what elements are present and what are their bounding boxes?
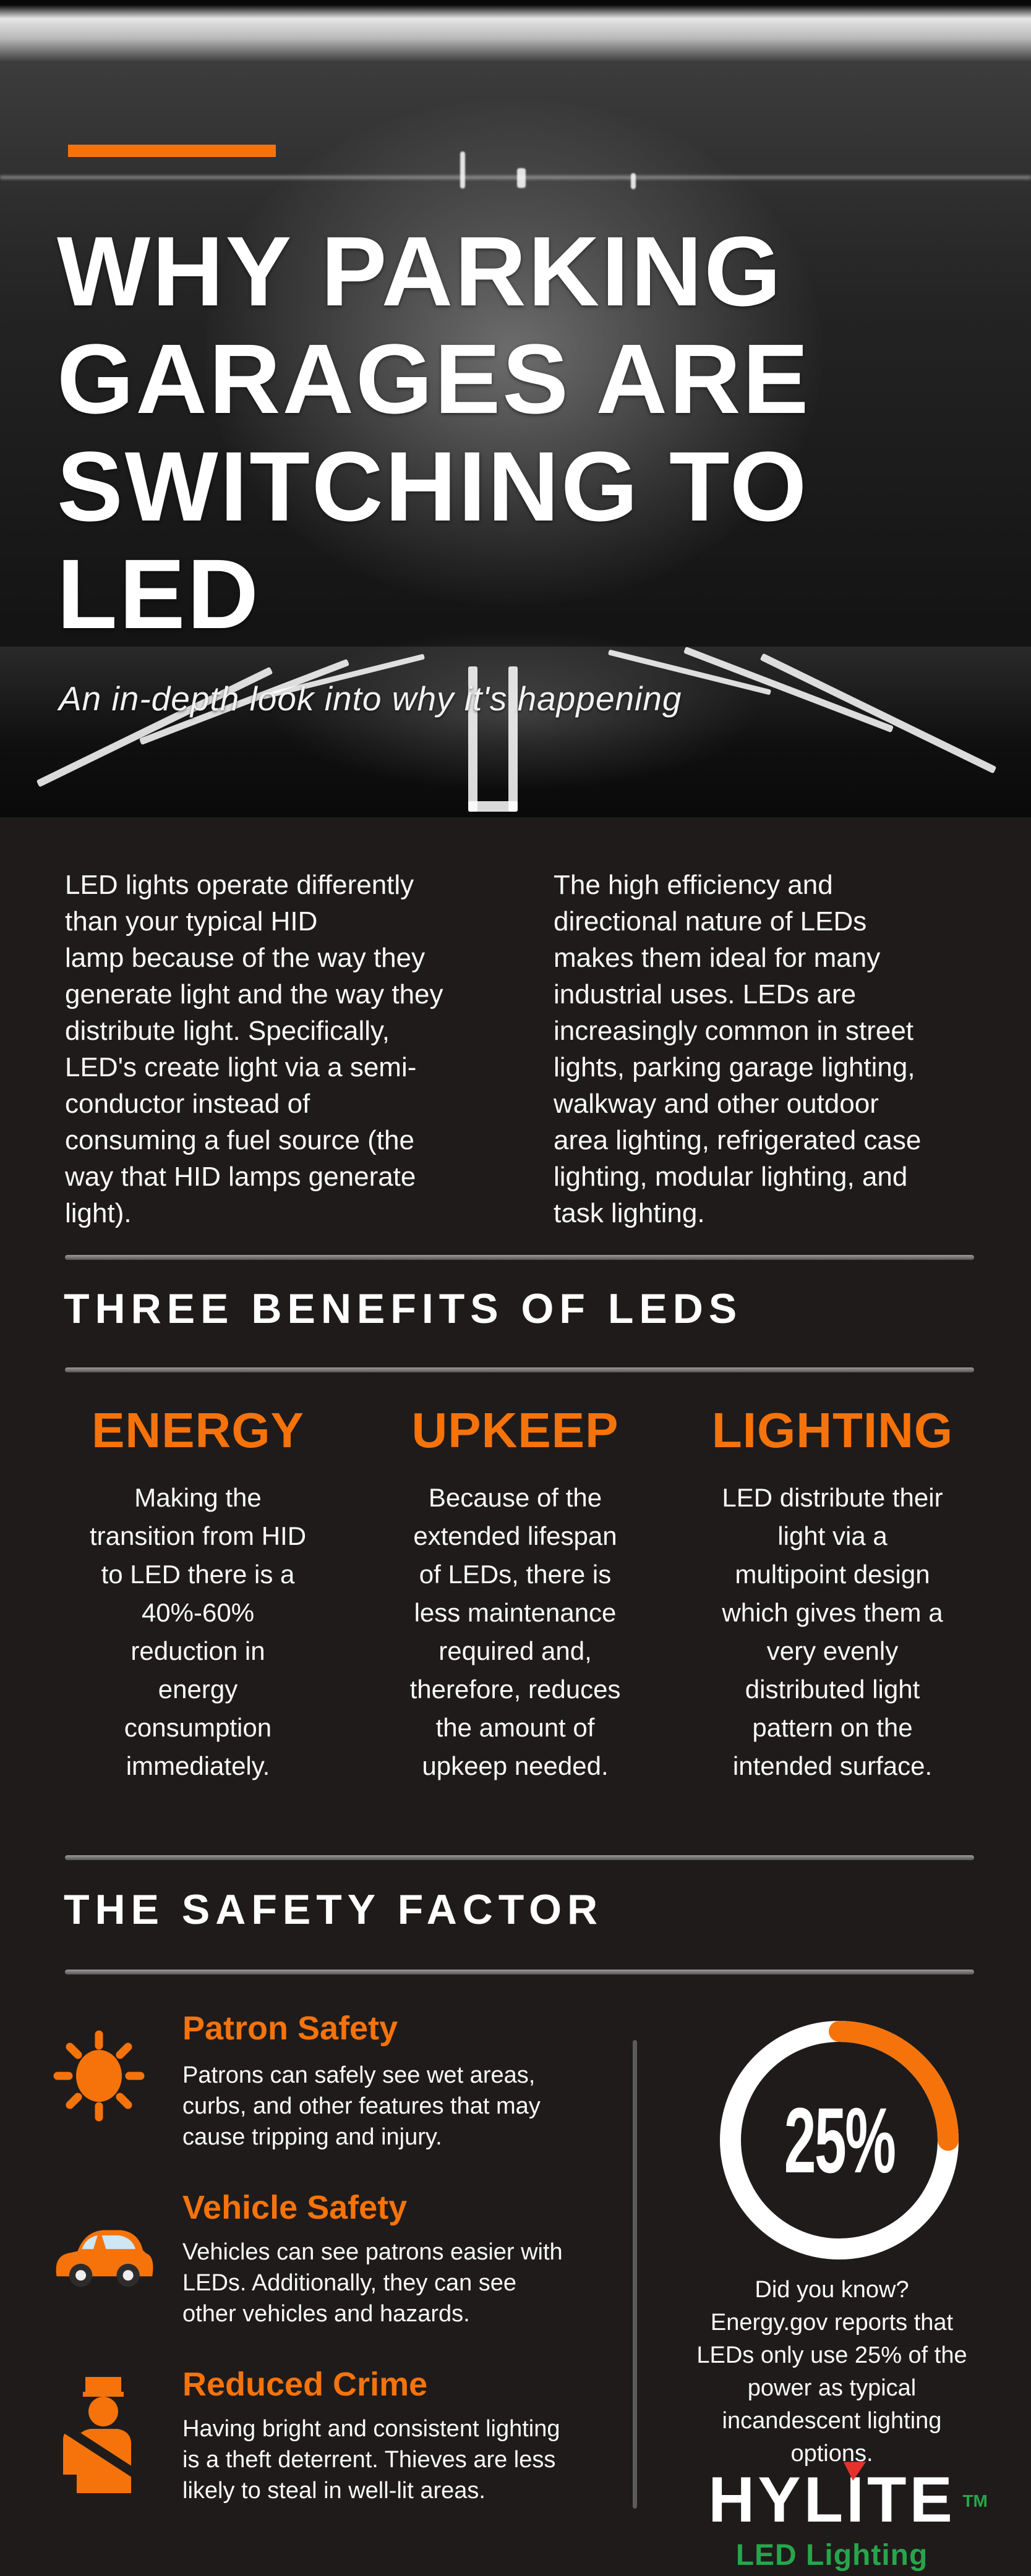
hero-photo: WHY PARKING GARAGES ARE SWITCHING TO LED… (0, 0, 1031, 817)
sun-icon (53, 2030, 145, 2125)
lane-marking (508, 666, 518, 812)
fact-text: Did you know? Energy.gov reports that LE… (696, 2277, 967, 2467)
divider (65, 1255, 974, 1260)
orange-accent-bar (68, 145, 276, 157)
benefit-column-energy: ENERGY Making the transition from HID to… (49, 1405, 346, 1785)
safety-item-text: Having bright and consistent lighting is… (182, 2416, 560, 2504)
benefit-column-lighting: LIGHTING LED distribute their light via … (684, 1405, 981, 1785)
photo-center-glow (204, 99, 823, 606)
donut-arc (720, 2021, 959, 2259)
benefits-section-heading: THREE BENEFITS OF LEDS (64, 1285, 743, 1332)
lane-marking (468, 666, 477, 812)
safety-item-title: Reduced Crime (182, 2366, 428, 2403)
benefit-text: Because of the extended lifespan of LEDs… (409, 1483, 621, 1780)
ceiling-lamp (460, 151, 465, 189)
donut-percent-label: 25% (784, 2088, 896, 2192)
benefit-column-upkeep: UPKEEP Because of the extended lifespan … (367, 1405, 664, 1785)
intro-left-paragraph: LED lights operate differently than your… (65, 870, 443, 1228)
page-subtitle: An in-depth look into why it's happening (59, 679, 682, 718)
divider (65, 1855, 974, 1860)
safety-item-title: Patron Safety (182, 2010, 398, 2047)
ceiling-lamp (517, 168, 526, 188)
photo-wall-light-line (0, 176, 1031, 179)
photo-ceiling-light (0, 0, 1031, 68)
page-title: WHY PARKING GARAGES ARE SWITCHING TO LED (57, 216, 811, 649)
logo-wordmark: HYLITE TM (708, 2468, 988, 2532)
safety-item-text: Vehicles can see patrons easier with LED… (182, 2239, 563, 2327)
benefit-text: Making the transition from HID to LED th… (89, 1483, 307, 1780)
donut-chart: 25% (719, 2020, 960, 2261)
benefit-title: LIGHTING (711, 1403, 954, 1458)
safety-item-title: Vehicle Safety (182, 2189, 408, 2226)
security-guard-icon (53, 2376, 156, 2496)
divider (65, 1367, 974, 1372)
safety-item-text: Patrons can safely see wet areas, curbs,… (182, 2062, 541, 2150)
benefit-title: ENERGY (92, 1403, 304, 1458)
divider (65, 1970, 974, 1975)
logo-text: HYLITE (708, 2464, 956, 2536)
intro-right-paragraph: The high efficiency and directional natu… (554, 870, 922, 1228)
lane-marking (468, 801, 518, 812)
benefit-title: UPKEEP (411, 1403, 619, 1458)
safety-section-heading: THE SAFETY FACTOR (64, 1886, 604, 1933)
logo-tagline: LED Lighting (735, 2539, 928, 2572)
car-icon (51, 2210, 156, 2306)
ceiling-lamp (631, 173, 636, 189)
photo-wall (0, 62, 1031, 655)
vertical-divider (633, 2040, 637, 2509)
trademark-symbol: TM (962, 2491, 988, 2510)
benefit-text: LED distribute their light via a multipo… (722, 1483, 943, 1780)
hylite-logo: HYLITE TM LED Lighting (643, 2468, 1020, 2572)
